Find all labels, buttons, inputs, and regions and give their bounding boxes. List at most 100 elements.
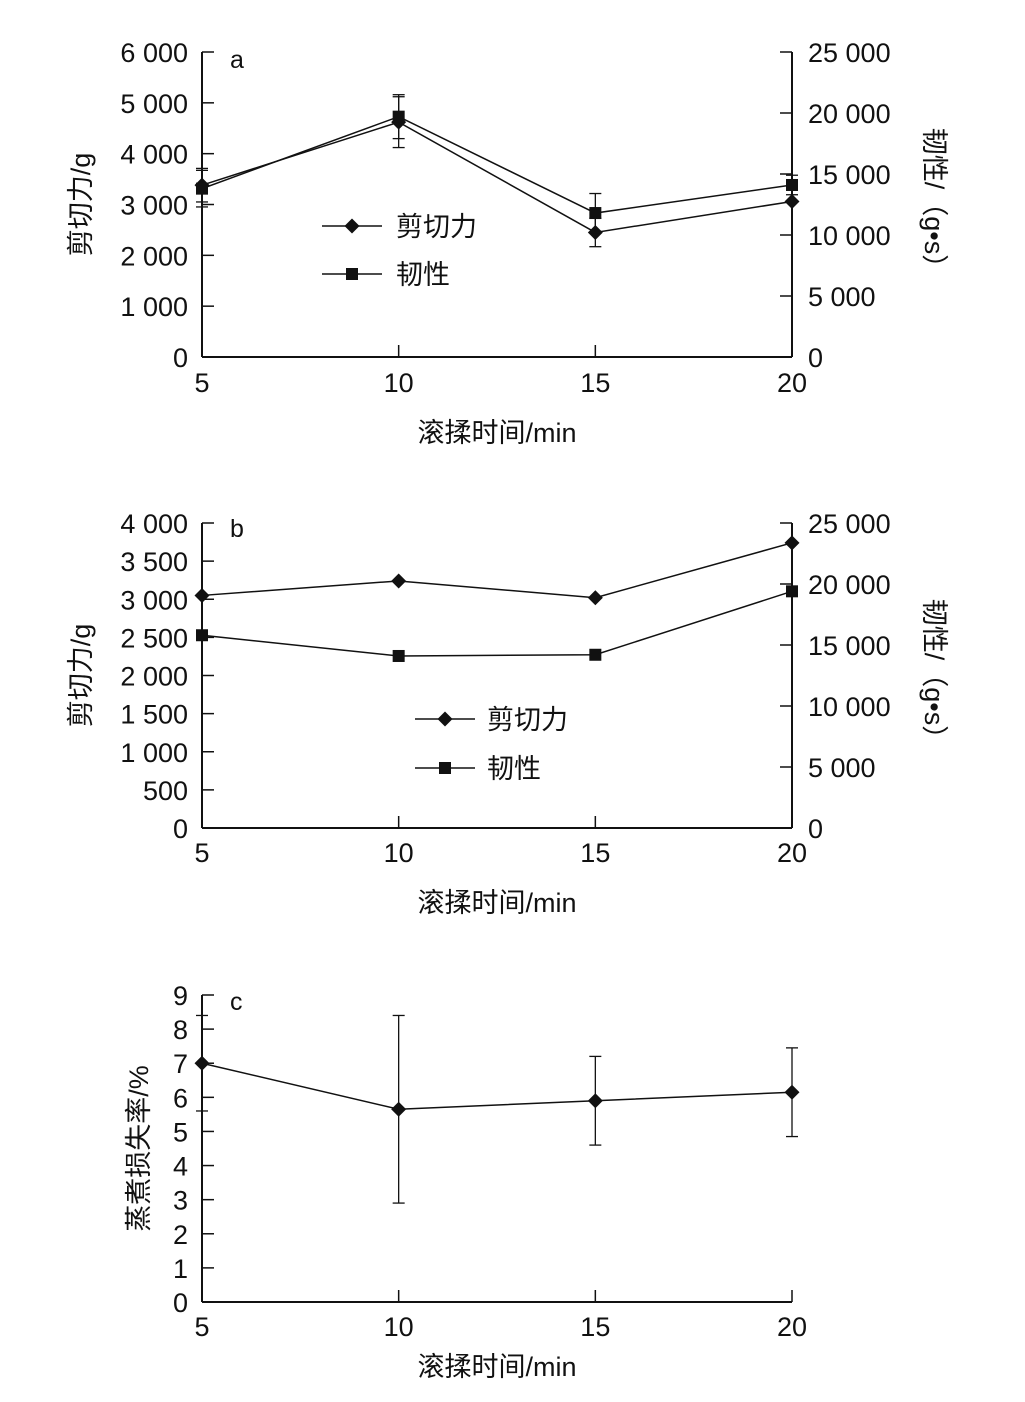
x-tick-label: 10 (384, 1312, 414, 1342)
y-tick-label: 2 (173, 1220, 188, 1250)
y-tick-label: 2 000 (120, 241, 188, 271)
panel-label: c (230, 988, 243, 1016)
data-point (784, 193, 800, 209)
y-tick-label: 4 000 (120, 509, 188, 539)
x-axis-title: 滚揉时间/min (417, 888, 576, 918)
x-tick-label: 15 (580, 838, 610, 868)
series-1 (196, 94, 798, 234)
y-tick-label: 0 (173, 343, 188, 373)
x-axis-title: 滚揉时间/min (417, 1352, 576, 1382)
series-line (201, 542, 793, 599)
x-tick-label: 5 (194, 838, 209, 868)
y-tick-label: 6 (173, 1083, 188, 1113)
y-tick-label: 5 (173, 1117, 188, 1147)
legend-label: 韧性 (487, 754, 541, 784)
y2-axis-title: 韧性/（g•s） (919, 599, 949, 752)
series-0 (194, 96, 800, 248)
legend-item: 剪切力 (322, 212, 477, 242)
y-tick-label: 9 (173, 981, 188, 1011)
data-point (391, 573, 407, 589)
y2-tick-label: 10 000 (808, 221, 891, 251)
data-point (194, 587, 210, 603)
legend-item: 韧性 (415, 754, 541, 784)
y-tick-label: 500 (143, 776, 188, 806)
y2-tick-label: 15 000 (808, 160, 891, 190)
data-point (391, 1101, 407, 1117)
chart-panel-c: 0 1 2 3 4 5 6 7 8 9 5 10 15 20 滚揉时间/min 蒸煮损失率/% c (124, 981, 807, 1382)
data-point (587, 1093, 603, 1109)
data-point (786, 178, 798, 191)
y2-tick-label: 25 000 (808, 509, 891, 539)
y-tick-label: 7 (173, 1049, 188, 1079)
y2-tick-label: 10 000 (808, 692, 891, 722)
y2-tick-label: 25 000 (808, 38, 891, 68)
legend-marker (437, 711, 453, 727)
y-tick-label: 1 (173, 1254, 188, 1284)
data-point (392, 110, 405, 123)
y2-tick-label: 0 (808, 343, 823, 373)
legend-item: 韧性 (322, 260, 450, 290)
y2-tick-label: 0 (808, 814, 823, 844)
x-tick-label: 5 (194, 368, 209, 398)
y-tick-label: 5 000 (120, 89, 188, 119)
series-line (201, 1062, 793, 1111)
y-axis-title: 剪切力/g (66, 153, 96, 257)
data-point (392, 649, 405, 662)
legend-item: 剪切力 (415, 705, 568, 735)
y-tick-label: 1 500 (120, 700, 188, 730)
legend-label: 剪切力 (396, 212, 477, 242)
data-point (589, 648, 602, 661)
y-tick-label: 1 000 (120, 292, 188, 322)
panel-label: b (230, 515, 244, 543)
y-axis-title: 蒸煮损失率/% (124, 1065, 154, 1232)
legend-marker (439, 762, 451, 774)
data-point (196, 629, 208, 642)
y-tick-label: 0 (173, 1288, 188, 1318)
data-point (196, 182, 208, 195)
y-tick-label: 4 000 (120, 140, 188, 170)
data-point (784, 535, 800, 551)
data-point (194, 1055, 210, 1071)
chart-panel-b: 0 500 1 000 1 500 2 000 2 500 3 000 3 500 4 000 0… (66, 509, 949, 918)
x-tick-label: 10 (384, 368, 414, 398)
y2-tick-label: 20 000 (808, 99, 891, 129)
x-tick-label: 15 (580, 368, 610, 398)
y-tick-label: 8 (173, 1015, 188, 1045)
y-tick-label: 3 500 (120, 547, 188, 577)
y-tick-label: 4 (173, 1152, 188, 1182)
x-tick-label: 20 (777, 838, 807, 868)
y-tick-label: 3 000 (120, 585, 188, 615)
y2-tick-label: 5 000 (808, 282, 876, 312)
x-axis-title: 滚揉时间/min (417, 418, 576, 448)
y-axis-title: 剪切力/g (66, 624, 96, 728)
series-0 (194, 1014, 800, 1204)
series-line (201, 121, 793, 234)
data-point (587, 590, 603, 606)
panel-label: a (230, 46, 244, 74)
y2-tick-label: 15 000 (808, 631, 891, 661)
y2-tick-label: 20 000 (808, 570, 891, 600)
y2-axis-title: 韧性/（g•s） (919, 128, 949, 281)
series-1 (196, 585, 798, 662)
series-line (201, 590, 793, 657)
data-point (784, 1084, 800, 1100)
series-0 (194, 535, 800, 606)
x-tick-label: 15 (580, 1312, 610, 1342)
y-tick-label: 0 (173, 814, 188, 844)
x-tick-label: 5 (194, 1312, 209, 1342)
y-tick-label: 2 500 (120, 623, 188, 653)
legend-marker (346, 268, 358, 280)
x-tick-label: 20 (777, 1312, 807, 1342)
y-tick-label: 3 000 (120, 191, 188, 221)
series-line (201, 115, 793, 214)
legend-label: 剪切力 (487, 705, 568, 735)
y-tick-label: 3 (173, 1186, 188, 1216)
y-tick-label: 2 000 (120, 662, 188, 692)
chart-panel-a: 0 1 000 2 000 3 000 4 000 5 000 6 000 0 5 000 10 … (66, 38, 949, 448)
legend-label: 韧性 (396, 260, 450, 290)
legend-marker (344, 218, 360, 234)
x-tick-label: 10 (384, 838, 414, 868)
x-tick-label: 20 (777, 368, 807, 398)
data-point (786, 585, 798, 598)
y-tick-label: 6 000 (120, 38, 188, 68)
